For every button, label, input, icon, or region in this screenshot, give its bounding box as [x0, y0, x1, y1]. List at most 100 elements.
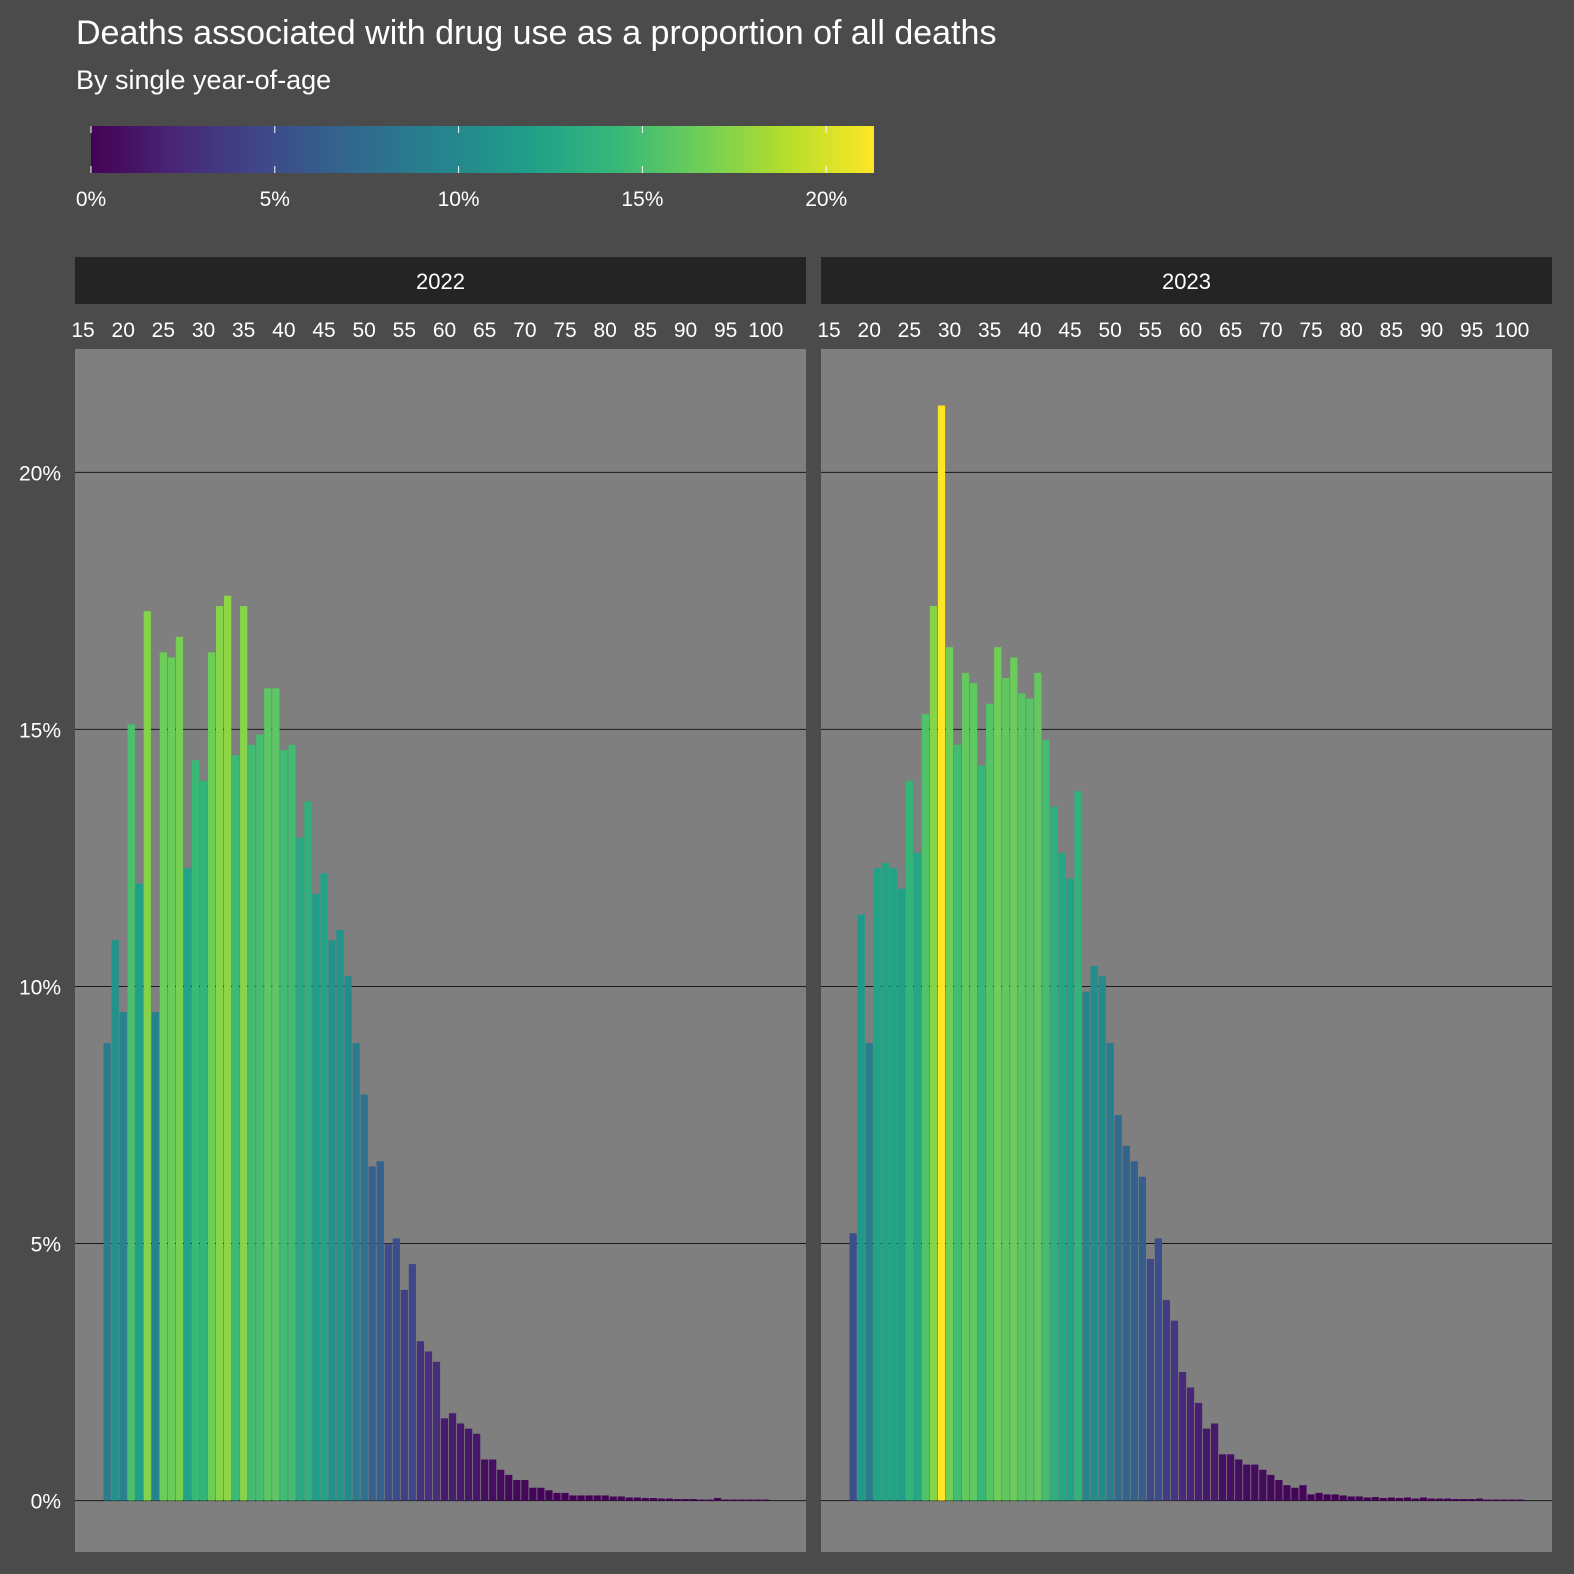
bar-2023-age-21 — [873, 868, 881, 1501]
x-tick-label: 25 — [898, 319, 921, 342]
facet-panels: 2022 15 20 25 30 35 40 45 50 55 60 65 70 75 80 85 90 95 10… — [19, 257, 1552, 1552]
x-tick-label: 65 — [1219, 319, 1242, 342]
y-tick-label: 0% — [31, 1491, 61, 1514]
bar-2022-age-45 — [320, 873, 328, 1501]
y-tick-label: 20% — [19, 462, 61, 485]
bar-2022-age-83 — [625, 1497, 633, 1501]
x-tick-label: 85 — [634, 319, 657, 342]
bar-2023-age-59 — [1178, 1372, 1187, 1501]
x-tick-label: 95 — [1460, 319, 1483, 342]
bar-2022-age-76 — [569, 1495, 577, 1501]
colorbar-legend: 0% 5% 10% 15% 20% — [76, 126, 874, 211]
bar-2022-age-36 — [248, 744, 256, 1501]
bar-2022-age-65 — [481, 1459, 489, 1501]
bar-2022-age-78 — [585, 1495, 593, 1501]
y-tick-label: 5% — [31, 1234, 61, 1257]
bar-2022-age-70 — [521, 1480, 529, 1501]
bar-2023-age-44 — [1058, 852, 1066, 1501]
bar-2022-age-49 — [352, 1043, 360, 1501]
bar-2022-age-60 — [440, 1418, 449, 1501]
bar-2023-age-87 — [1403, 1497, 1412, 1501]
panel-2023: 2023 15 20 25 30 35 40 45 50 55 60 65 70 75 80 85 90 95 10… — [817, 257, 1552, 1552]
bar-2022-age-48 — [344, 976, 352, 1501]
bar-2023-age-70 — [1267, 1474, 1275, 1501]
bar-2022-age-82 — [617, 1496, 625, 1501]
bar-2023-age-79 — [1339, 1495, 1347, 1501]
bar-2023-age-39 — [1018, 693, 1026, 1501]
facet-strip-label: 2022 — [416, 269, 465, 294]
bar-2023-age-91 — [1435, 1498, 1444, 1501]
colorbar-gradient — [91, 126, 874, 173]
bar-2023-age-76 — [1315, 1492, 1323, 1501]
bar-2022-age-100 — [762, 1499, 770, 1501]
bar-2023-age-52 — [1122, 1145, 1130, 1501]
x-tick-label: 60 — [1179, 319, 1202, 342]
colorbar-tick-label: 15% — [621, 188, 663, 211]
x-tick-label: 65 — [473, 319, 496, 342]
bar-2022-age-87 — [657, 1498, 666, 1501]
bar-2022-age-44 — [312, 893, 320, 1501]
bar-2022-age-81 — [609, 1496, 617, 1501]
bar-2022-age-51 — [368, 1166, 376, 1501]
bar-2022-age-91 — [689, 1499, 698, 1501]
bar-2022-age-89 — [673, 1499, 682, 1501]
bar-2023-age-56 — [1154, 1238, 1162, 1501]
bar-2023-age-49 — [1098, 976, 1106, 1501]
bar-2022-age-68 — [505, 1474, 513, 1501]
bar-2022-age-97 — [738, 1499, 746, 1501]
bar-2023-age-63 — [1211, 1423, 1219, 1501]
bar-2022-age-80 — [601, 1495, 609, 1501]
bar-2022-age-69 — [513, 1480, 521, 1501]
bar-2022-age-56 — [408, 1264, 416, 1501]
bar-2023-age-43 — [1050, 806, 1058, 1501]
bar-2022-age-62 — [456, 1423, 465, 1501]
bar-2022-age-39 — [272, 688, 280, 1501]
x-tick-label: 90 — [1420, 319, 1443, 342]
bar-2023-age-45 — [1066, 878, 1074, 1501]
bar-2023-age-95 — [1468, 1499, 1476, 1501]
facet-strip — [821, 257, 1552, 304]
bar-2022-age-71 — [529, 1487, 537, 1501]
bar-2023-age-97 — [1484, 1499, 1492, 1501]
bar-2023-age-38 — [1010, 657, 1018, 1501]
x-tick-label: 20 — [858, 319, 881, 342]
colorbar-tick-label: 10% — [438, 188, 480, 211]
bar-2022-age-27 — [175, 636, 184, 1501]
bar-2022-age-75 — [561, 1492, 569, 1501]
bar-2022-age-22 — [135, 883, 143, 1501]
bar-2023-age-55 — [1146, 1258, 1154, 1501]
x-tick-label: 80 — [593, 319, 616, 342]
colorbar-tick-label: 20% — [805, 188, 847, 211]
bar-2023-age-67 — [1243, 1464, 1251, 1501]
bar-2023-age-33 — [970, 683, 978, 1501]
x-tick-label: 40 — [1018, 319, 1041, 342]
bar-2023-age-48 — [1090, 965, 1098, 1501]
bar-2022-age-64 — [473, 1433, 481, 1501]
bar-2023-age-20 — [865, 1043, 873, 1501]
bar-2023-age-46 — [1074, 791, 1082, 1501]
x-tick-label: 100 — [1494, 319, 1529, 342]
bar-2022-age-61 — [448, 1413, 457, 1501]
bar-2023-age-58 — [1170, 1320, 1179, 1501]
chart-subtitle: By single year-of-age — [76, 65, 331, 95]
bar-2023-age-89 — [1419, 1497, 1428, 1501]
x-tick-label: 85 — [1380, 319, 1403, 342]
bar-2023-age-93 — [1451, 1499, 1460, 1501]
bar-2023-age-99 — [1500, 1499, 1508, 1501]
bar-2023-age-47 — [1082, 991, 1090, 1501]
bar-2023-age-41 — [1034, 672, 1042, 1501]
y-tick-label: 10% — [19, 976, 61, 999]
bar-2022-age-72 — [537, 1487, 545, 1501]
bar-2022-age-86 — [649, 1498, 657, 1501]
x-tick-label: 70 — [1259, 319, 1282, 342]
bar-2023-age-23 — [889, 868, 897, 1501]
x-tick-label: 40 — [272, 319, 295, 342]
bar-2023-age-85 — [1387, 1497, 1395, 1501]
bar-2022-age-47 — [336, 929, 344, 1501]
bar-2022-age-20 — [119, 1012, 127, 1501]
bar-2022-age-63 — [465, 1428, 473, 1501]
bar-2022-age-67 — [497, 1469, 505, 1501]
bar-2023-age-31 — [953, 744, 962, 1501]
